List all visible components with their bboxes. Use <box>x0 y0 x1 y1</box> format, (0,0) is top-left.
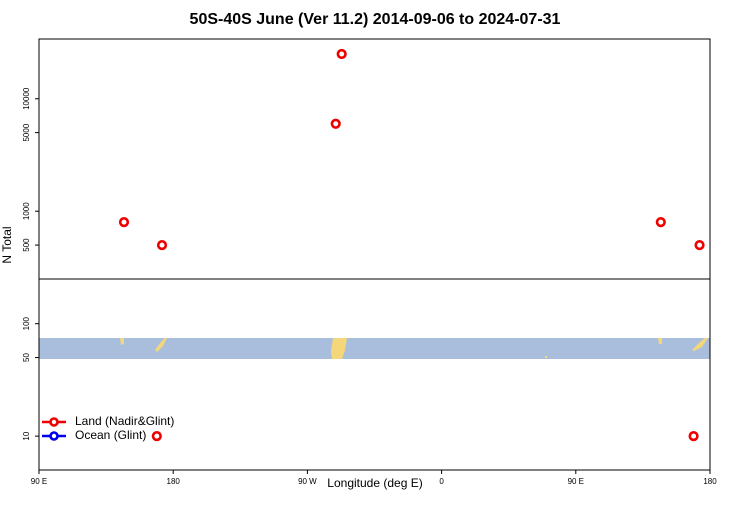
y-tick-label: 500 <box>22 238 31 252</box>
chart-title: 50S-40S June (Ver 11.2) 2014-09-06 to 20… <box>190 11 561 28</box>
point <box>655 217 666 228</box>
y-tick-label: 50 <box>22 353 31 362</box>
y-tick-label: 5000 <box>22 123 31 141</box>
y-tick-label: 100 <box>22 316 31 330</box>
x-tick-label: 90 E <box>568 477 584 486</box>
point <box>330 118 341 129</box>
x-tick-label: 90 E <box>31 477 47 486</box>
legend-marker <box>49 431 59 441</box>
x-tick-label: 90 W <box>298 477 317 486</box>
y-tick-label: 10 <box>22 431 31 440</box>
map-strip <box>39 338 710 359</box>
point <box>156 239 168 251</box>
point <box>688 431 699 442</box>
x-tick-label: 180 <box>703 477 717 486</box>
y-axis-label: N Total <box>0 226 14 263</box>
point <box>151 431 162 442</box>
legend-marker <box>49 417 59 427</box>
point <box>694 239 705 251</box>
y-tick-label: 1000 <box>22 202 31 220</box>
x-tick-label: 180 <box>167 477 181 486</box>
point <box>336 48 347 60</box>
x-axis-label: Longitude (deg E) <box>327 476 422 490</box>
point <box>118 217 130 228</box>
x-tick-label: 0 <box>439 477 444 486</box>
legend-label: Land (Nadir&Glint) <box>75 414 174 428</box>
plot-frame <box>38 38 711 471</box>
legend-label: Ocean (Glint) <box>75 428 146 442</box>
y-tick-label: 10000 <box>22 87 31 110</box>
